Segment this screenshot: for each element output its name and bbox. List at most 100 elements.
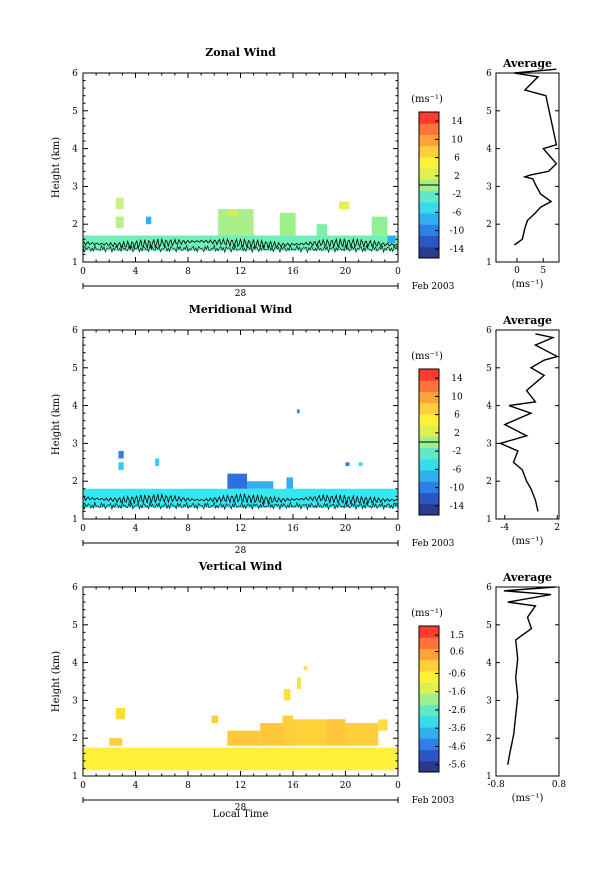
colorbar-segment	[419, 123, 439, 135]
y-tick-label: 2	[72, 477, 78, 487]
colorbar-segment	[419, 492, 439, 505]
data-patch	[279, 212, 296, 236]
x-axis-label: Local Time	[213, 809, 269, 820]
colorbar-tick-label: 6	[454, 154, 460, 164]
profile-y-tick-label: 4	[486, 402, 492, 412]
profile-y-tick-label: 5	[486, 621, 492, 631]
data-patch	[155, 458, 160, 467]
x-tick-label: 16	[287, 524, 299, 534]
y-tick-label: 1	[72, 515, 78, 525]
colorbar-tick-label: 2	[454, 172, 460, 182]
date-day-label: 28	[235, 803, 247, 813]
data-band	[83, 747, 398, 771]
colorbar-segment	[419, 235, 439, 248]
y-tick-label: 4	[72, 402, 78, 412]
profile-x-tick-label: -0.8	[487, 780, 505, 790]
colorbar-segment	[419, 391, 439, 404]
profile-x-tick-label: 0	[514, 266, 520, 276]
profile-y-tick-label: 2	[486, 734, 492, 744]
y-tick-label: 1	[72, 258, 78, 268]
x-tick-label: 0	[80, 524, 86, 534]
colorbar-tick-label: 1.5	[450, 631, 465, 641]
x-tick-label: 12	[235, 267, 246, 277]
data-patch	[338, 201, 350, 210]
colorbar-tick-label: -6	[453, 208, 462, 218]
colorbar-tick-label: 0.6	[450, 648, 465, 658]
data-patch	[316, 224, 328, 236]
y-tick-label: 1	[72, 772, 78, 782]
y-tick-label: 6	[72, 326, 78, 336]
profile-x-tick-label: 0.8	[552, 780, 567, 790]
colorbar-segment	[419, 715, 439, 728]
panel-title: Vertical Wind	[198, 560, 283, 573]
data-patch	[296, 677, 301, 690]
profile-frame	[495, 586, 560, 777]
x-tick-label: 20	[340, 781, 352, 791]
data-patch	[247, 481, 274, 489]
data-patch	[227, 209, 238, 217]
data-patch	[146, 216, 152, 225]
colorbar-segment	[419, 447, 439, 460]
colorbar-units-label: (ms⁻¹)	[411, 351, 443, 362]
x-tick-label: 8	[185, 781, 191, 791]
colorbar-tick-label: 10	[451, 135, 463, 145]
colorbar-tick-label: -4.6	[448, 742, 466, 752]
colorbar-segment	[419, 145, 439, 158]
colorbar-tick-label: 14	[451, 374, 463, 384]
colorbar-tick-label: -10	[450, 227, 465, 237]
profile-y-tick-label: 6	[486, 583, 492, 593]
colorbar-segment	[419, 190, 439, 203]
data-patch	[345, 462, 350, 467]
profile-y-tick-label: 3	[486, 182, 492, 192]
colorbar-segment	[419, 727, 439, 739]
data-patch	[303, 666, 308, 671]
data-patch	[115, 197, 124, 210]
profile-y-tick-label: 5	[486, 364, 492, 374]
y-tick-label: 5	[72, 107, 78, 117]
y-tick-label: 2	[72, 734, 78, 744]
data-patch	[118, 462, 124, 470]
colorbar-segment	[419, 134, 439, 147]
x-tick-label: 0	[80, 781, 86, 791]
colorbar-segment	[419, 425, 439, 437]
colorbar-segment	[419, 648, 439, 661]
colorbar-tick-label: 14	[451, 117, 463, 127]
colorbar-tick-label: -14	[450, 502, 465, 512]
data-patch	[115, 707, 125, 720]
y-tick-label: 3	[72, 696, 78, 706]
colorbar-segment	[419, 380, 439, 392]
profile-frame	[495, 329, 560, 520]
profile-x-tick-label: -4	[500, 523, 509, 533]
colorbar-segment	[419, 749, 439, 762]
date-day-label: 28	[235, 546, 247, 556]
colorbar-tick-label: -2	[453, 190, 462, 200]
colorbar-tick-label: -14	[450, 245, 465, 255]
x-tick-label: 12	[235, 524, 246, 534]
colorbar-segment	[419, 637, 439, 649]
y-axis-label: Height (km)	[51, 394, 62, 455]
x-tick-label: 0	[80, 267, 86, 277]
data-patch	[115, 216, 124, 228]
colorbar-segment	[419, 481, 439, 494]
data-patch	[378, 719, 388, 731]
colorbar-tick-label: -3.6	[448, 724, 466, 734]
colorbar-tick-label: -10	[450, 484, 465, 494]
colorbar-tick-label: -5.6	[448, 761, 466, 771]
colorbar-tick-label: -0.6	[448, 669, 466, 679]
y-axis-label: Height (km)	[51, 137, 62, 198]
date-label: Feb 2003	[412, 282, 455, 292]
colorbar-segment	[419, 201, 439, 214]
profile-y-tick-label: 1	[486, 515, 492, 525]
profile-title: Average	[502, 57, 552, 70]
colorbar-tick-label: -2	[453, 447, 462, 457]
colorbar-segment	[419, 503, 439, 516]
profile-y-tick-label: 2	[486, 220, 492, 230]
colorbar-segment	[419, 670, 439, 683]
panel-title: Meridional Wind	[189, 303, 293, 316]
profile-y-tick-label: 4	[486, 659, 492, 669]
profile-x-tick-label: 5	[540, 266, 546, 276]
data-patch	[371, 216, 388, 236]
data-band	[83, 488, 398, 508]
data-patch	[227, 473, 248, 489]
